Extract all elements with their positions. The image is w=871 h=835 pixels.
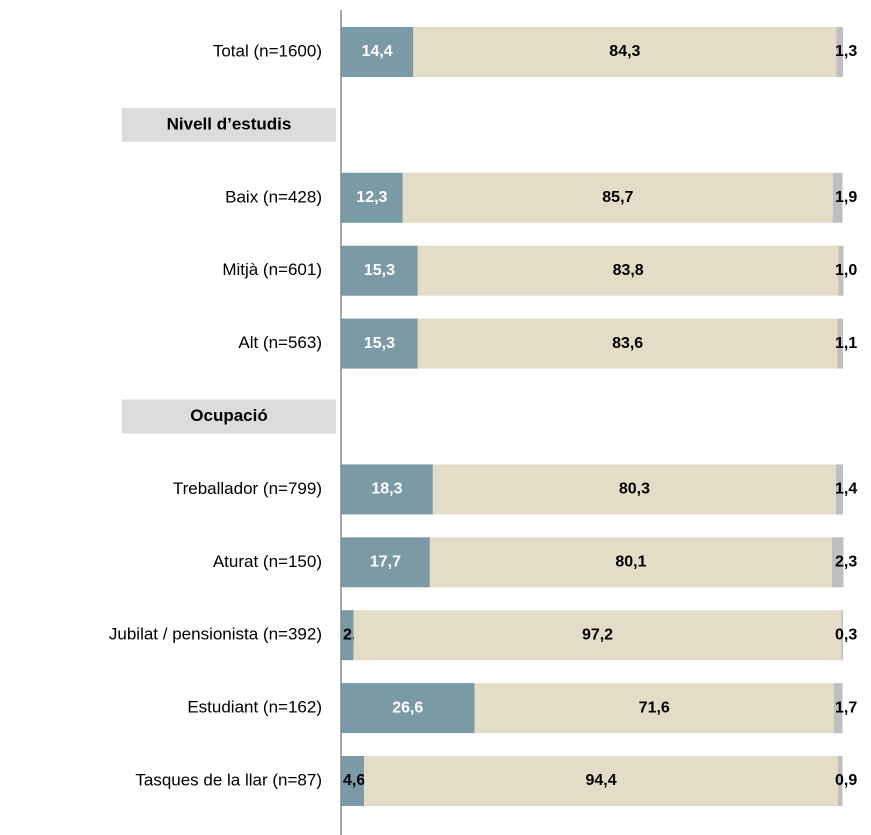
- bar-segment: [341, 537, 430, 588]
- category-label: Aturat (n=150): [213, 552, 322, 571]
- value-label: 1,3: [835, 43, 857, 60]
- section-header-box: [122, 107, 336, 142]
- bar-segment: [835, 464, 843, 515]
- bar-segment: [341, 683, 475, 734]
- bar-segment: [341, 318, 418, 369]
- section-header-box: [122, 399, 336, 434]
- value-label: 71,6: [639, 699, 670, 716]
- bar-segment: [831, 537, 844, 588]
- value-label: 14,4: [362, 43, 393, 60]
- bar-segment: [341, 27, 414, 77]
- value-label: 97,2: [582, 626, 613, 643]
- bar-segment: [402, 172, 833, 223]
- bar-segment: [838, 245, 844, 296]
- bar-segment: [429, 537, 832, 588]
- value-label: 83,6: [612, 335, 643, 352]
- value-label: 0,3: [835, 626, 857, 643]
- value-label: 18,3: [371, 481, 402, 498]
- bar-segment: [432, 464, 836, 515]
- category-label: Baix (n=428): [225, 187, 322, 206]
- value-label: 15,3: [364, 335, 395, 352]
- bar-segment: [341, 610, 354, 661]
- value-label: 85,7: [602, 189, 633, 206]
- value-label: 83,8: [613, 262, 644, 279]
- bar-segment: [837, 756, 843, 806]
- category-label: Mitjà (n=601): [222, 260, 322, 279]
- bar-segment: [833, 683, 843, 734]
- bar-segment: [413, 27, 837, 77]
- bar-segment: [837, 318, 843, 369]
- value-label: 17,7: [370, 554, 401, 571]
- value-label: 4,6: [343, 772, 365, 789]
- value-label: 80,1: [615, 554, 646, 571]
- bar-segment: [836, 27, 843, 77]
- value-label: 1,1: [835, 335, 857, 352]
- bar-segment: [832, 172, 843, 223]
- bar-segment: [474, 683, 834, 734]
- value-label: 94,4: [585, 772, 616, 789]
- bar-segment: [841, 610, 843, 661]
- bar-segment: [364, 756, 838, 806]
- value-label: 1,9: [835, 189, 857, 206]
- category-label: Treballador (n=799): [173, 479, 322, 498]
- value-label: 0,9: [835, 772, 857, 789]
- bar-segment: [341, 756, 365, 806]
- bar-segment: [341, 464, 433, 515]
- bar-segment: [417, 245, 839, 296]
- category-label: Alt (n=563): [238, 333, 322, 352]
- bar-segment: [417, 318, 838, 369]
- bar-segment: [341, 245, 418, 296]
- category-label: Jubilat / pensionista (n=392): [109, 625, 322, 644]
- value-label: 12,3: [356, 189, 387, 206]
- value-label: 1,7: [835, 699, 857, 716]
- category-label: Estudiant (n=162): [187, 698, 322, 717]
- section-header: Ocupació: [190, 406, 267, 425]
- bar-segment: [353, 610, 842, 661]
- value-label: 80,3: [619, 481, 650, 498]
- category-label: Tasques de la llar (n=87): [135, 770, 322, 789]
- bar-segment: [341, 172, 403, 223]
- value-label: 1,4: [835, 481, 857, 498]
- category-label: Total (n=1600): [213, 41, 322, 60]
- value-label: 2,3: [835, 554, 857, 571]
- value-label: 1,0: [835, 262, 857, 279]
- value-label: 15,3: [364, 262, 395, 279]
- value-label: 26,6: [392, 699, 423, 716]
- section-header: Nivell d’estudis: [167, 114, 292, 133]
- value-label: 84,3: [609, 43, 640, 60]
